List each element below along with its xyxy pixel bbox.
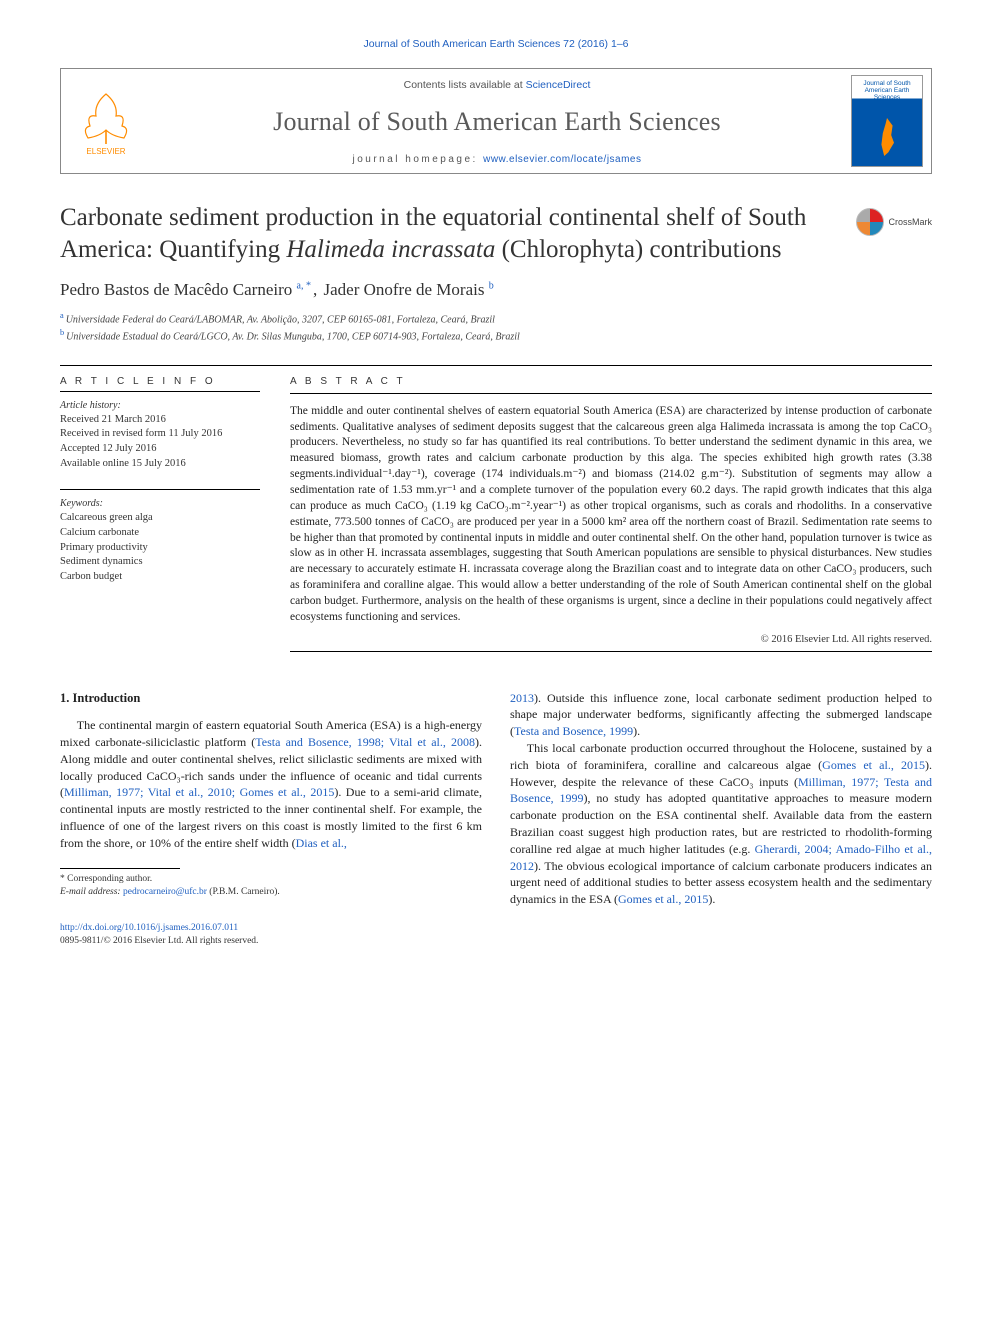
citation-link[interactable]: 2013 bbox=[510, 691, 534, 705]
citation-link[interactable]: Gomes et al., 2015 bbox=[618, 892, 708, 906]
affiliation-text: Universidade Federal do Ceará/LABOMAR, A… bbox=[66, 314, 495, 325]
paragraph: This local carbonate production occurred… bbox=[510, 740, 932, 908]
affiliation-text: Universidade Estadual do Ceará/LGCO, Av.… bbox=[66, 332, 520, 343]
email-link[interactable]: pedrocarneiro@ufc.br bbox=[123, 887, 207, 897]
rule bbox=[60, 391, 260, 392]
citation-link[interactable]: Testa and Bosence, 1999 bbox=[514, 724, 633, 738]
journal-homepage-link[interactable]: www.elsevier.com/locate/jsames bbox=[483, 154, 641, 165]
right-column: 2013). Outside this influence zone, loca… bbox=[510, 690, 932, 908]
left-column: 1. Introduction The continental margin o… bbox=[60, 690, 482, 908]
citation-link[interactable]: Gomes et al., 2015 bbox=[822, 758, 925, 772]
footnote-rule bbox=[60, 868, 180, 869]
keyword: Calcium carbonate bbox=[60, 526, 260, 541]
journal-cover-cell bbox=[843, 69, 931, 173]
journal-homepage-line: journal homepage: www.elsevier.com/locat… bbox=[157, 154, 837, 165]
footnotes: * Corresponding author. E-mail address: … bbox=[60, 873, 482, 900]
abstract-copyright: © 2016 Elsevier Ltd. All rights reserved… bbox=[290, 634, 932, 645]
affiliations: aUniversidade Federal do Ceará/LABOMAR, … bbox=[60, 310, 932, 345]
keyword: Carbon budget bbox=[60, 570, 260, 585]
history-item: Received 21 March 2016 bbox=[60, 413, 260, 428]
journal-cover-thumb bbox=[851, 75, 923, 167]
citation-link[interactable]: Milliman, 1977; Vital et al., 2010; Gome… bbox=[64, 785, 334, 799]
title-post: (Chlorophyta) contributions bbox=[495, 236, 781, 263]
info-abstract-row: A R T I C L E I N F O Article history: R… bbox=[60, 376, 932, 662]
abstract-text: The middle and outer continental shelves… bbox=[290, 404, 932, 626]
email-label: E-mail address: bbox=[60, 887, 121, 897]
keywords-block: Keywords: Calcareous green alga Calcium … bbox=[60, 489, 260, 584]
keywords-label: Keywords: bbox=[60, 498, 260, 509]
title-block: CrossMark Carbonate sediment production … bbox=[60, 202, 932, 266]
masthead: ELSEVIER Contents lists available at Sci… bbox=[60, 68, 932, 174]
masthead-center: Contents lists available at ScienceDirec… bbox=[151, 69, 843, 173]
rule bbox=[290, 393, 932, 394]
email-owner: (P.B.M. Carneiro). bbox=[209, 887, 279, 897]
sciencedirect-link[interactable]: ScienceDirect bbox=[526, 79, 591, 91]
text-run: ). bbox=[633, 724, 640, 738]
affiliation-mark: b bbox=[60, 328, 64, 337]
article-info: A R T I C L E I N F O Article history: R… bbox=[60, 376, 260, 662]
abstract-head: A B S T R A C T bbox=[290, 376, 932, 387]
body-columns: 1. Introduction The continental margin o… bbox=[60, 690, 932, 908]
elsevier-tree-logo: ELSEVIER bbox=[76, 86, 136, 156]
keyword: Primary productivity bbox=[60, 541, 260, 556]
author-name: Jader Onofre de Morais bbox=[323, 280, 484, 299]
affiliation: aUniversidade Federal do Ceará/LABOMAR, … bbox=[60, 310, 932, 327]
history-label: Article history: bbox=[60, 400, 260, 411]
elsevier-wordmark: ELSEVIER bbox=[86, 147, 125, 156]
crossmark-badge[interactable]: CrossMark bbox=[856, 208, 932, 236]
citation-link[interactable]: Testa and Bosence, 1998; Vital et al., 2… bbox=[255, 735, 475, 749]
text-run: ). bbox=[708, 892, 715, 906]
contents-prefix: Contents lists available at bbox=[404, 79, 526, 91]
author-marks: b bbox=[489, 280, 494, 291]
history-item: Available online 15 July 2016 bbox=[60, 457, 260, 472]
section-title: Introduction bbox=[73, 691, 141, 705]
contents-lists-line: Contents lists available at ScienceDirec… bbox=[157, 79, 837, 91]
running-head: Journal of South American Earth Sciences… bbox=[60, 38, 932, 50]
rule bbox=[60, 365, 932, 366]
crossmark-label: CrossMark bbox=[888, 217, 932, 227]
citation-link[interactable]: Dias et al., bbox=[296, 836, 347, 850]
page-root: Journal of South American Earth Sciences… bbox=[0, 0, 992, 979]
running-head-link[interactable]: Journal of South American Earth Sciences… bbox=[364, 38, 629, 50]
corresponding-author: * Corresponding author. bbox=[60, 873, 482, 886]
affiliation-mark: a bbox=[60, 311, 64, 320]
paragraph: The continental margin of eastern equato… bbox=[60, 717, 482, 851]
paragraph: 2013). Outside this influence zone, loca… bbox=[510, 690, 932, 740]
keyword: Calcareous green alga bbox=[60, 511, 260, 526]
author-list: Pedro Bastos de Macêdo Carneiro a, *, Ja… bbox=[60, 280, 932, 300]
journal-name: Journal of South American Earth Sciences bbox=[157, 107, 837, 137]
section-number: 1. bbox=[60, 691, 69, 705]
rule bbox=[60, 489, 260, 490]
doi-link[interactable]: http://dx.doi.org/10.1016/j.jsames.2016.… bbox=[60, 923, 238, 933]
author-name: Pedro Bastos de Macêdo Carneiro bbox=[60, 280, 292, 299]
publisher-logo-cell: ELSEVIER bbox=[61, 69, 151, 173]
issn-copyright: 0895-9811/© 2016 Elsevier Ltd. All right… bbox=[60, 935, 932, 948]
history-item: Received in revised form 11 July 2016 bbox=[60, 427, 260, 442]
affiliation: bUniversidade Estadual do Ceará/LGCO, Av… bbox=[60, 327, 932, 344]
homepage-prefix: journal homepage: bbox=[352, 154, 483, 165]
keyword: Sediment dynamics bbox=[60, 555, 260, 570]
author: Jader Onofre de Morais b bbox=[323, 280, 493, 299]
author-marks: a, * bbox=[297, 280, 311, 291]
article-info-head: A R T I C L E I N F O bbox=[60, 376, 260, 387]
rule bbox=[290, 651, 932, 652]
page-footer: http://dx.doi.org/10.1016/j.jsames.2016.… bbox=[60, 922, 932, 949]
author: Pedro Bastos de Macêdo Carneiro a, * bbox=[60, 280, 311, 299]
history-item: Accepted 12 July 2016 bbox=[60, 442, 260, 457]
section-heading: 1. Introduction bbox=[60, 690, 482, 708]
abstract: A B S T R A C T The middle and outer con… bbox=[290, 376, 932, 662]
email-line: E-mail address: pedrocarneiro@ufc.br (P.… bbox=[60, 886, 482, 899]
crossmark-icon bbox=[856, 208, 884, 236]
title-species: Halimeda incrassata bbox=[286, 236, 495, 263]
text-run: ). The obvious ecological importance of … bbox=[510, 859, 932, 907]
article-title: Carbonate sediment production in the equ… bbox=[60, 202, 932, 266]
